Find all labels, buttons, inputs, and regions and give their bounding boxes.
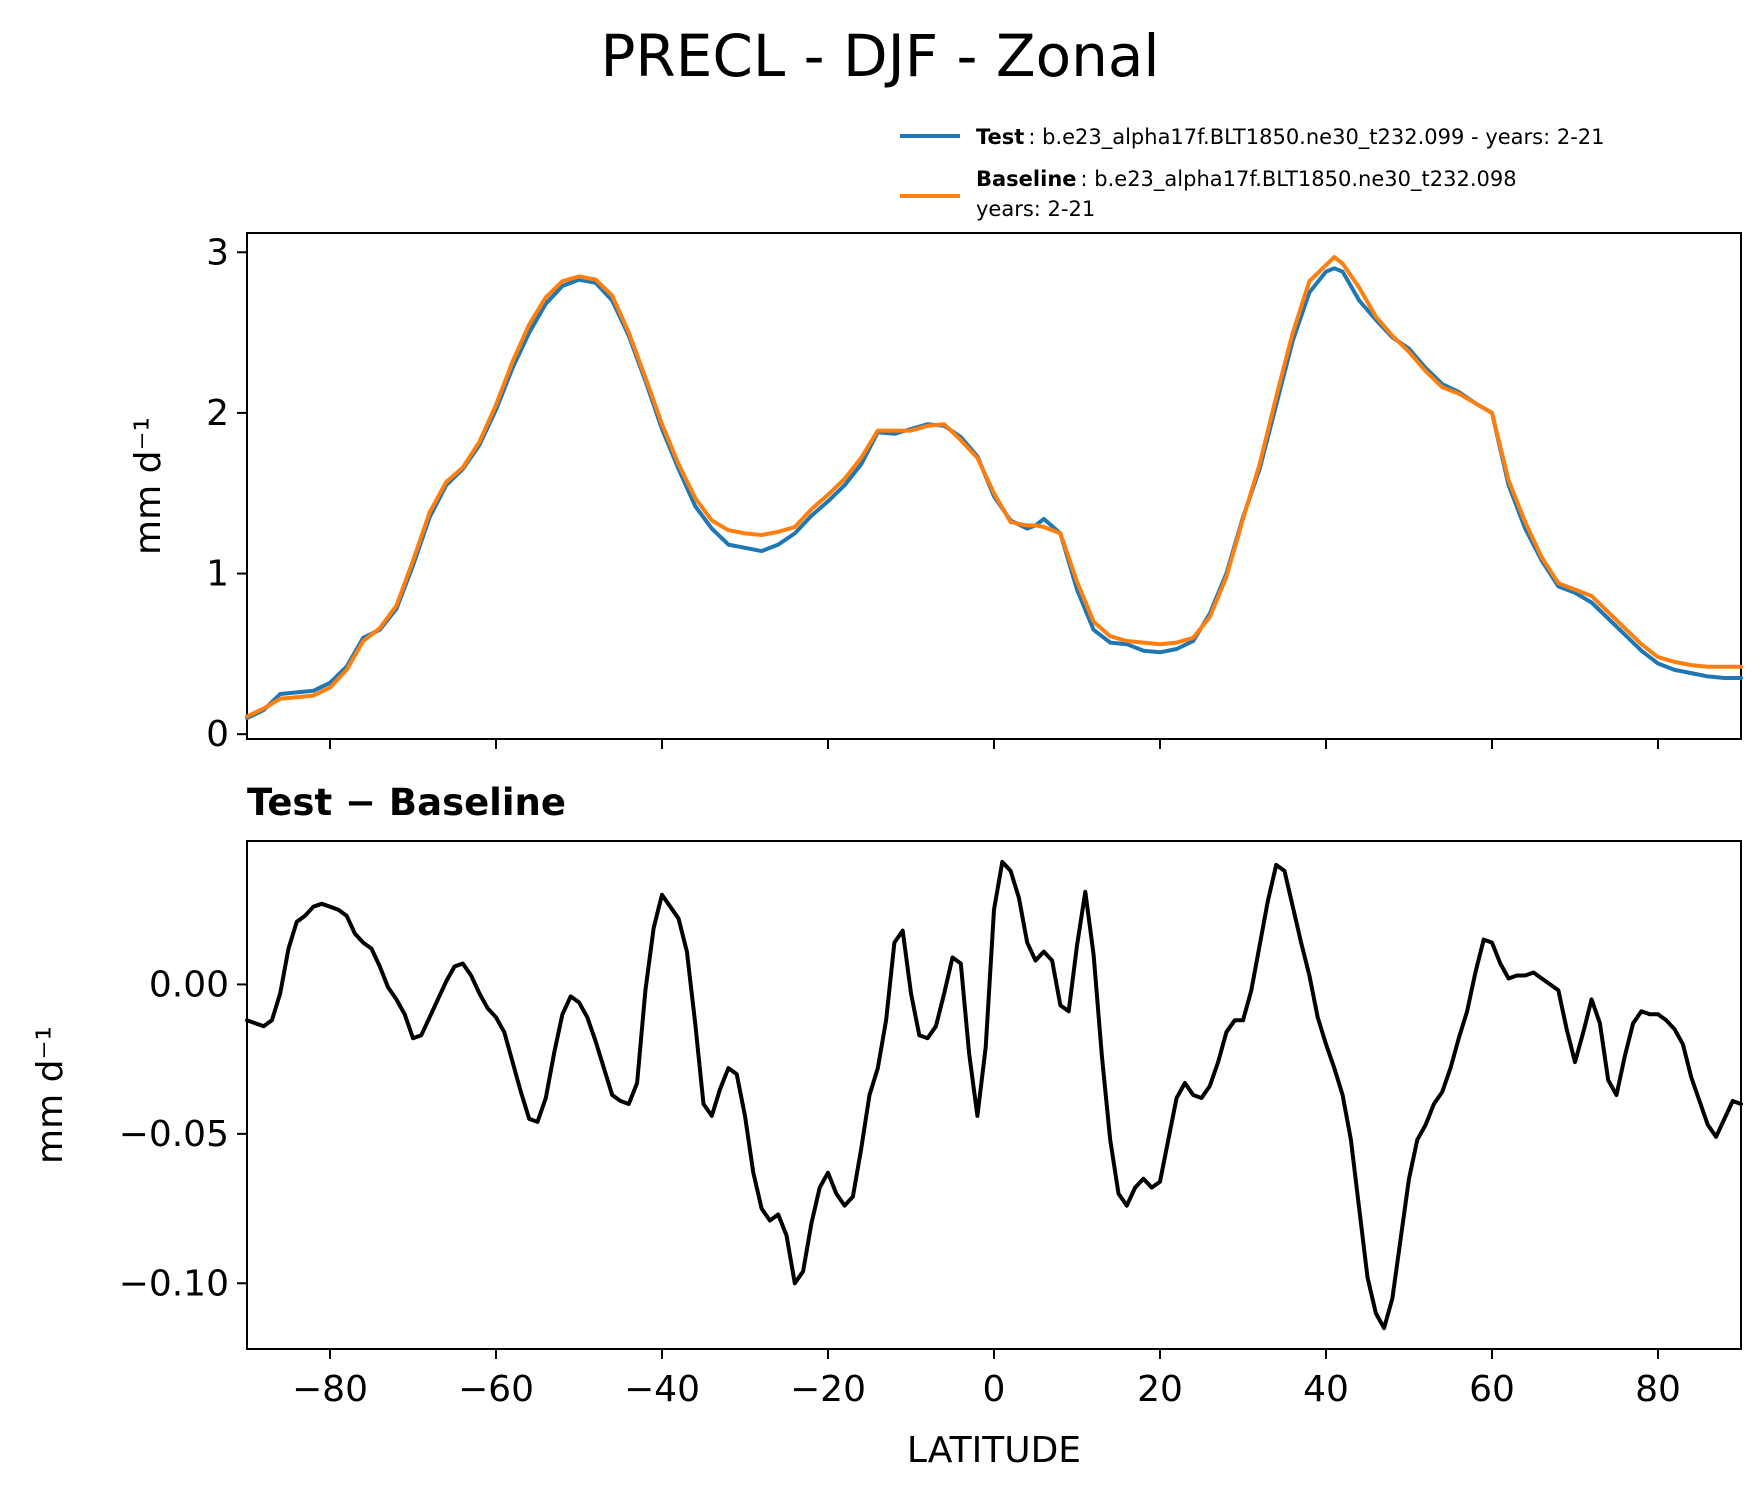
bottom-panel-title: Test − Baseline [247, 781, 566, 824]
legend: Test: b.e23_alpha17f.BLT1850.ne30_t232.0… [900, 125, 1605, 221]
x-tick-label: −60 [458, 1369, 534, 1410]
top-y-axis-label: mm d⁻¹ [128, 417, 169, 555]
legend-baseline-desc: : b.e23_alpha17f.BLT1850.ne30_t232.098 [1081, 167, 1517, 192]
x-tick-label: −20 [790, 1369, 866, 1410]
legend-test-name: Test [976, 125, 1024, 149]
y-tick-label: −0.10 [119, 1263, 229, 1304]
x-tick-label: 40 [1303, 1369, 1349, 1410]
bottom-x-axis: −80 −60 −40 −20 0 20 40 60 80 [292, 1349, 1681, 1410]
bottom-y-axis-label: mm d⁻¹ [30, 1026, 71, 1164]
x-tick-label: 80 [1635, 1369, 1681, 1410]
top-y-axis: 0 1 2 3 [206, 232, 247, 755]
figure-title: PRECL - DJF - Zonal [600, 22, 1159, 90]
top-x-axis [329, 739, 1659, 749]
x-axis-label: LATITUDE [907, 1430, 1081, 1471]
y-tick-label: 2 [206, 393, 229, 434]
legend-test-label: Test: b.e23_alpha17f.BLT1850.ne30_t232.0… [976, 125, 1605, 150]
y-tick-label: 3 [206, 232, 229, 273]
y-tick-label: 0 [206, 714, 229, 755]
top-series-group [245, 255, 1743, 721]
legend-test-desc: : b.e23_alpha17f.BLT1850.ne30_t232.099 -… [1028, 125, 1604, 150]
bottom-series-group [245, 859, 1743, 1331]
y-tick-label: 0.00 [149, 964, 229, 1005]
x-tick-label: −80 [292, 1369, 368, 1410]
top-panel-frame [246, 232, 1742, 740]
x-tick-label: 60 [1469, 1369, 1515, 1410]
baseline-line [245, 255, 1743, 719]
x-tick-label: 20 [1137, 1369, 1183, 1410]
bottom-panel: Test − Baseline 0.00 −0.05 −0.10 −80 −60 −40… [30, 781, 1743, 1471]
top-panel: 0 1 2 3 mm d⁻¹ [128, 232, 1743, 755]
y-tick-label: −0.05 [119, 1114, 229, 1155]
x-tick-label: −40 [624, 1369, 700, 1410]
bottom-y-axis: 0.00 −0.05 −0.10 [119, 964, 247, 1304]
x-tick-label: 0 [983, 1369, 1006, 1410]
difference-line [245, 859, 1743, 1331]
legend-baseline-label: Baseline: b.e23_alpha17f.BLT1850.ne30_t2… [976, 167, 1517, 192]
y-tick-label: 1 [206, 554, 229, 595]
legend-baseline-desc2: years: 2-21 [976, 197, 1095, 221]
legend-baseline-name: Baseline [976, 167, 1077, 191]
